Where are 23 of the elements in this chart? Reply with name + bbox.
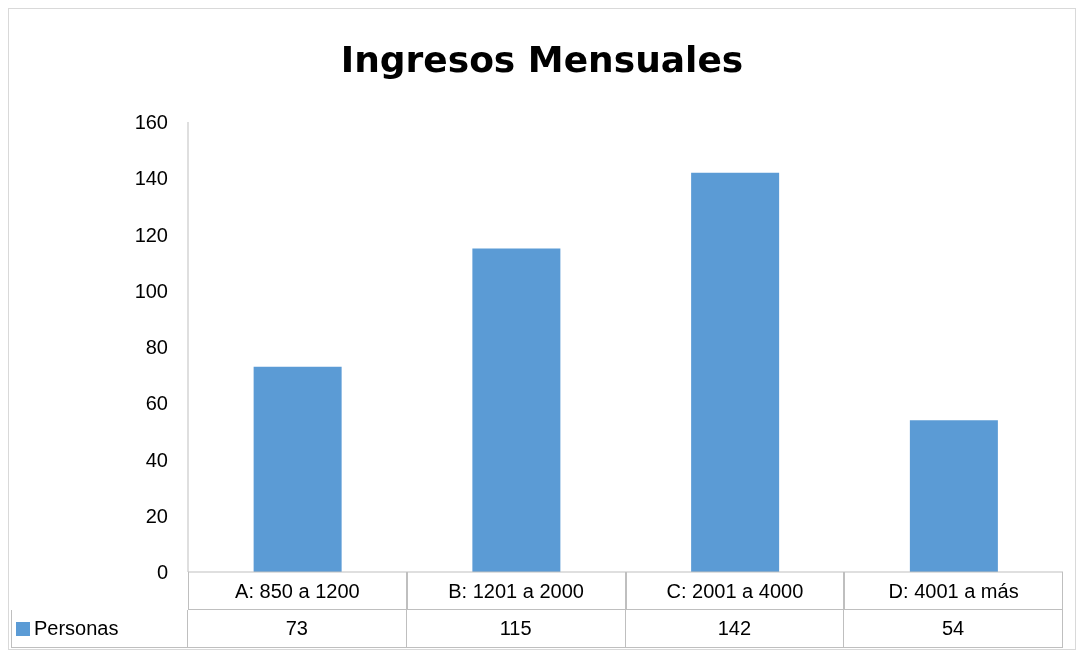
bar: [472, 248, 561, 572]
y-tick-label: 40: [145, 448, 168, 471]
x-tick-label: B: 1201 a 2000: [448, 580, 584, 603]
bar: [253, 366, 342, 572]
chart-title: Ingresos Mensuales: [339, 39, 745, 80]
y-tick-label: 80: [145, 336, 168, 359]
bar: [691, 172, 780, 572]
x-tick-label: C: 2001 a 4000: [666, 580, 804, 603]
data-label: 115: [406, 610, 626, 648]
y-tick-label: 140: [134, 167, 168, 190]
y-tick-label: 120: [134, 223, 168, 246]
x-tick-label: D: 4001 a más: [888, 580, 1019, 603]
y-tick-label: 100: [134, 279, 168, 302]
y-tick-label: 20: [145, 504, 168, 527]
y-tick-label: 60: [145, 392, 168, 415]
data-label: 142: [625, 610, 845, 648]
bar: [909, 420, 998, 572]
data-label: 54: [844, 610, 1063, 648]
x-tick-label: A: 850 a 1200: [235, 580, 360, 603]
y-tick-label: 0: [156, 561, 168, 584]
data-label: 73: [188, 610, 407, 648]
legend-label: Personas: [34, 617, 119, 640]
y-tick-label: 160: [134, 111, 168, 134]
